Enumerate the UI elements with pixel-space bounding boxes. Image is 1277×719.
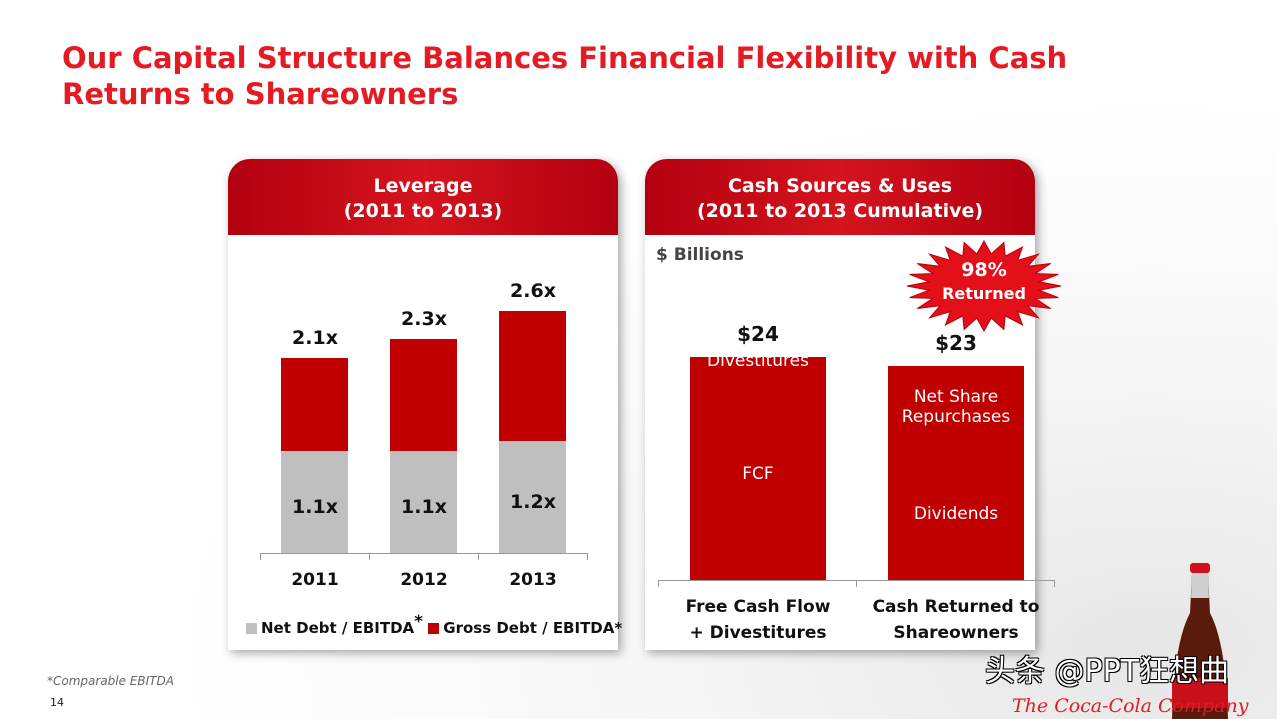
bar-net-debt <box>281 450 348 553</box>
axis-tick <box>369 553 370 560</box>
category-label-1: Free Cash Flow <box>685 597 831 617</box>
watermark: 头条 @PPT狂想曲 <box>985 654 1230 689</box>
company-logo: The Coca-Cola Company <box>1012 695 1249 717</box>
page-title: Our Capital Structure Balances Financial… <box>62 41 1068 111</box>
x-axis <box>260 553 587 554</box>
leverage-legend: Net Debt / EBITDA* Gross Debt / EBITDA* <box>246 612 622 637</box>
axis-tick <box>1054 580 1055 587</box>
segment-label: Net Share Repurchases <box>901 386 1011 427</box>
total-label: 2.1x <box>292 326 338 349</box>
bar-segment-net-share-repurchases <box>888 364 1024 449</box>
bar-net-debt <box>390 450 457 553</box>
bar-gross-debt <box>499 311 566 442</box>
x-tick-label: 2012 <box>400 570 448 590</box>
leverage-subtitle: (2011 to 2013) <box>343 200 503 222</box>
total-label: 2.3x <box>401 308 447 331</box>
legend-star: * <box>414 612 424 632</box>
bar-segment-dividends <box>888 448 1024 580</box>
segment-label: FCF <box>742 463 774 484</box>
category-label-2: + Divestitures <box>689 623 827 643</box>
cash-subtitle: (2011 to 2013 Cumulative) <box>696 200 984 222</box>
cash-header: Cash Sources & Uses (2011 to 2013 Cumula… <box>645 159 1035 235</box>
total-label: $23 <box>935 331 977 356</box>
coke-bottle-image <box>1172 563 1228 719</box>
x-tick-label: 2011 <box>291 570 339 590</box>
leverage-title: Leverage <box>373 175 473 197</box>
bar-gross-debt <box>281 357 348 451</box>
legend-gross: Gross Debt / EBITDA* <box>443 619 623 637</box>
axis-tick <box>260 553 261 560</box>
axis-tick <box>658 580 659 587</box>
footnote: *Comparable EBITDA <box>47 674 174 688</box>
category-label-1: Cash Returned to <box>872 597 1040 617</box>
net-label: 1.1x <box>292 495 338 518</box>
total-label: $24 <box>737 322 779 346</box>
cash-title: Cash Sources & Uses <box>727 175 953 197</box>
segment-label: Divestitures <box>707 351 809 370</box>
bar-segment-fcf <box>690 367 826 580</box>
net-label: 1.1x <box>401 495 447 518</box>
legend-swatch-gross <box>428 623 440 634</box>
axis-tick <box>587 553 588 560</box>
bar-segment-divestitures <box>690 355 826 368</box>
page-number: 14 <box>50 696 64 709</box>
net-label: 1.2x <box>510 491 556 514</box>
category-label-2: Shareowners <box>893 623 1019 643</box>
leverage-header: Leverage (2011 to 2013) <box>228 159 618 235</box>
starburst-badge <box>906 240 1062 332</box>
x-tick-label: 2013 <box>509 570 557 590</box>
burst-text: Returned <box>942 284 1026 303</box>
axis-tick <box>856 580 857 587</box>
segment-label: Dividends <box>913 504 999 525</box>
total-label: 2.6x <box>510 280 556 303</box>
bar-gross-debt <box>390 339 457 451</box>
bar-net-debt <box>499 441 566 553</box>
legend-net: Net Debt / EBITDA <box>261 619 415 637</box>
units-label: $ Billions <box>656 245 744 265</box>
legend-swatch-net <box>246 623 257 634</box>
axis-tick <box>478 553 479 560</box>
burst-percent: 98% <box>961 259 1007 281</box>
